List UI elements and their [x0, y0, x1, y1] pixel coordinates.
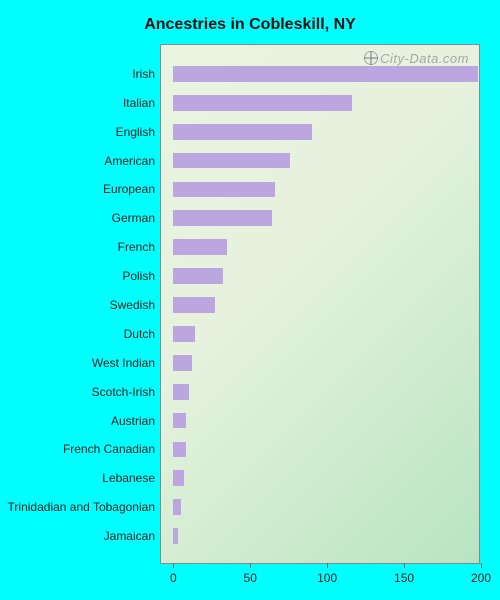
category-label: Dutch: [124, 327, 155, 341]
bar: [173, 182, 275, 198]
category-label: English: [116, 125, 155, 139]
bar: [173, 210, 271, 226]
bar: [173, 124, 311, 140]
chart-title: Ancestries in Cobleskill, NY: [10, 10, 490, 44]
category-label: Trinidadian and Tobagonian: [8, 500, 155, 514]
category-label: Jamaican: [104, 529, 155, 543]
x-tick-label: 200: [471, 571, 491, 585]
category-label: West Indian: [92, 356, 155, 370]
x-tick-label: 50: [244, 571, 257, 585]
category-label: American: [104, 154, 155, 168]
category-label: Scotch-Irish: [92, 385, 155, 399]
bar: [173, 384, 188, 400]
globe-icon: [364, 51, 378, 65]
x-tick: [481, 563, 482, 568]
bar: [173, 470, 184, 486]
bar: [173, 528, 178, 544]
bar: [173, 268, 222, 284]
bar: [173, 95, 351, 111]
watermark: City-Data.com: [364, 51, 469, 66]
bar: [173, 153, 290, 169]
bar: [173, 413, 185, 429]
x-tick: [404, 563, 405, 568]
category-label: Irish: [132, 67, 155, 81]
x-tick: [327, 563, 328, 568]
category-label: French: [118, 240, 155, 254]
category-label: Swedish: [110, 298, 155, 312]
bar: [173, 239, 227, 255]
bar: [173, 442, 185, 458]
x-tick-label: 100: [317, 571, 337, 585]
x-tick-label: 0: [170, 571, 177, 585]
bar: [173, 66, 478, 82]
category-label: Lebanese: [102, 471, 155, 485]
bar: [173, 326, 195, 342]
category-label: Italian: [123, 96, 155, 110]
category-label: French Canadian: [63, 442, 155, 456]
watermark-text: City-Data.com: [380, 51, 469, 66]
bar: [173, 499, 181, 515]
category-label: Austrian: [111, 414, 155, 428]
x-tick: [250, 563, 251, 568]
category-label: German: [112, 211, 155, 225]
x-tick-label: 150: [394, 571, 414, 585]
x-tick: [173, 563, 174, 568]
category-label: European: [103, 182, 155, 196]
category-label: Polish: [122, 269, 155, 283]
bar: [173, 355, 191, 371]
plot-area: City-Data.com IrishItalianEnglishAmerica…: [160, 44, 480, 564]
bar: [173, 297, 215, 313]
ancestries-chart: Ancestries in Cobleskill, NY City-Data.c…: [10, 10, 490, 590]
